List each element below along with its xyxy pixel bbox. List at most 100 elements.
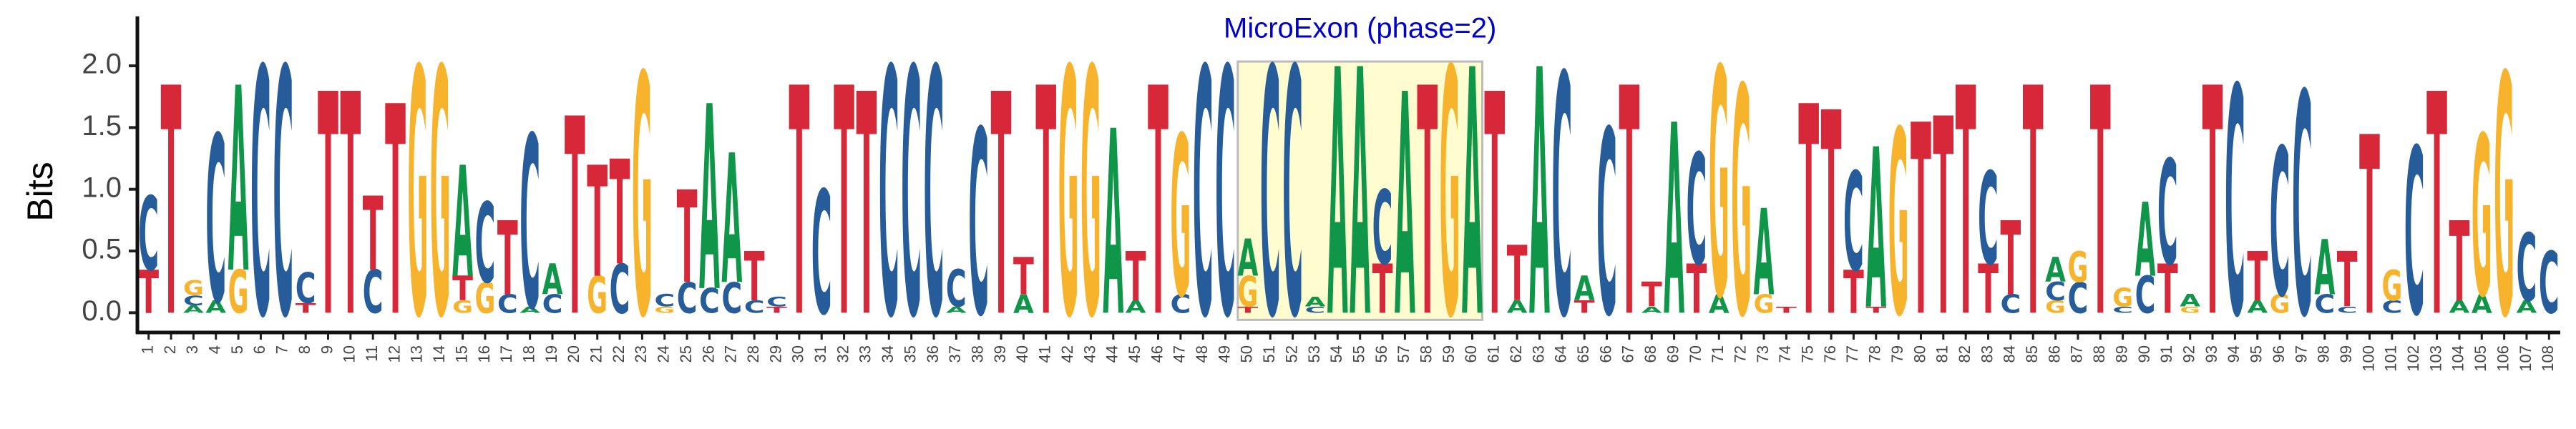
logo-letter: T — [677, 165, 698, 312]
logo-letter: C — [968, 77, 989, 373]
x-tick-label: 21 — [587, 345, 605, 363]
logo-letter: T — [1619, 23, 1639, 388]
logo-letter: T — [340, 31, 361, 385]
logo-letter: C — [879, 0, 899, 393]
x-tick-label: 100 — [2359, 345, 2377, 372]
logo-letter: A — [721, 117, 742, 324]
x-tick-label: 30 — [789, 345, 807, 363]
logo-letter: G — [2068, 244, 2089, 292]
logo-letter: C — [1372, 169, 1393, 287]
logo-letter: T — [1148, 23, 1169, 388]
x-tick-label: 83 — [1978, 345, 1996, 363]
x-tick-label: 46 — [1148, 345, 1166, 363]
logo-letter: G — [1888, 78, 1909, 373]
logo-letter: T — [2426, 31, 2447, 385]
logo-letter: A — [2180, 292, 2200, 311]
logo-letter: T — [789, 23, 809, 388]
x-tick-label: 8 — [296, 345, 313, 354]
x-tick-label: 89 — [2112, 345, 2130, 363]
logo-letter: T — [1126, 239, 1146, 317]
logo-letter: A — [228, 35, 249, 330]
x-tick-label: 9 — [318, 345, 336, 354]
x-tick-label: 84 — [2001, 345, 2019, 363]
x-tick-label: 91 — [2157, 345, 2175, 363]
logo-letter: C — [1596, 77, 1617, 373]
y-tick-label: 0.0 — [82, 295, 122, 327]
x-tick-label: 52 — [1282, 345, 1300, 363]
x-tick-label: 28 — [744, 345, 762, 363]
logo-letter: T — [2359, 85, 2380, 371]
logo-letter: C — [2314, 289, 2335, 319]
x-tick-label: 57 — [1395, 345, 1413, 363]
logo-letter: C — [519, 87, 540, 363]
x-tick-label: 44 — [1103, 345, 1121, 363]
logo-letter: C — [677, 273, 698, 322]
logo-letter: T — [1933, 62, 1953, 377]
logo-letter: C — [1170, 289, 1191, 319]
x-tick-label: 101 — [2382, 345, 2400, 372]
logo-letter: A — [2517, 297, 2537, 317]
logo-letter: G — [228, 258, 249, 327]
x-tick-label: 51 — [1260, 345, 1278, 363]
x-tick-label: 35 — [901, 345, 919, 363]
logo-letter: T — [1372, 251, 1393, 330]
logo-letter: T — [744, 239, 765, 317]
logo-letter: G — [1058, 0, 1079, 393]
logo-letter: A — [519, 305, 541, 315]
x-tick-label: 20 — [565, 345, 582, 363]
x-tick-label: 95 — [2248, 345, 2265, 363]
x-tick-label: 14 — [430, 345, 448, 363]
logo-letter: T — [1978, 251, 1999, 330]
logo-letter: T — [2090, 23, 2111, 388]
x-tick-label: 80 — [1911, 345, 1928, 363]
x-tick-label: 99 — [2337, 345, 2355, 363]
logo-letter: A — [1664, 70, 1684, 375]
logo-letter: C — [1193, 0, 1214, 393]
logo-letter: T — [2000, 200, 2021, 318]
x-tick-label: 74 — [1776, 345, 1794, 363]
logo-letter: C — [2539, 234, 2560, 332]
logo-letter: A — [452, 135, 473, 312]
x-tick-label: 76 — [1821, 345, 1839, 363]
y-tick-label: 0.5 — [82, 234, 122, 265]
y-tick-label: 2.0 — [82, 49, 122, 80]
logo-letter: G — [475, 275, 496, 323]
x-tick-label: 103 — [2426, 345, 2444, 372]
x-tick-label: 5 — [228, 345, 246, 354]
logo-letter: G — [1440, 0, 1460, 393]
logo-letter: A — [205, 297, 226, 317]
logo-letter: T — [318, 31, 338, 385]
logo-letter: G — [1080, 0, 1101, 393]
logo-letter: A — [2247, 297, 2268, 317]
x-tick-label: 60 — [1462, 345, 1480, 363]
logo-letter: C — [1843, 144, 1864, 302]
x-tick-label: 32 — [834, 345, 852, 363]
logo-letter: C — [2135, 266, 2156, 325]
x-tick-label: 72 — [1731, 345, 1749, 363]
x-tick-label: 55 — [1350, 345, 1367, 363]
x-tick-label: 105 — [2472, 345, 2489, 372]
logo-letter: C — [2381, 297, 2402, 317]
x-tick-label: 37 — [946, 345, 964, 363]
logo-letter: G — [2472, 90, 2492, 346]
x-tick-label: 94 — [2225, 345, 2243, 363]
logo-letter: C — [1305, 305, 1326, 315]
x-tick-label: 12 — [385, 345, 403, 363]
logo-letter: C — [2404, 101, 2425, 367]
x-tick-label: 10 — [341, 345, 358, 363]
logo-letter: C — [497, 289, 518, 319]
logo-letter: C — [542, 289, 563, 319]
x-tick-label: 50 — [1238, 345, 1256, 363]
x-tick-label: 16 — [475, 345, 493, 363]
logo-letter: A — [1327, 0, 1348, 393]
logo-letter: C — [2337, 305, 2358, 315]
x-tick-label: 104 — [2449, 345, 2467, 372]
logo-letter: A — [2045, 251, 2066, 291]
logo-letter: T — [1035, 23, 1056, 388]
x-tick-label: 90 — [2135, 345, 2153, 363]
x-tick-label: 31 — [811, 345, 829, 363]
x-tick-label: 78 — [1866, 345, 1884, 363]
logo-letter: T — [587, 136, 608, 312]
logo-letter: C — [1687, 123, 1707, 300]
logo-letter: T — [610, 131, 630, 298]
